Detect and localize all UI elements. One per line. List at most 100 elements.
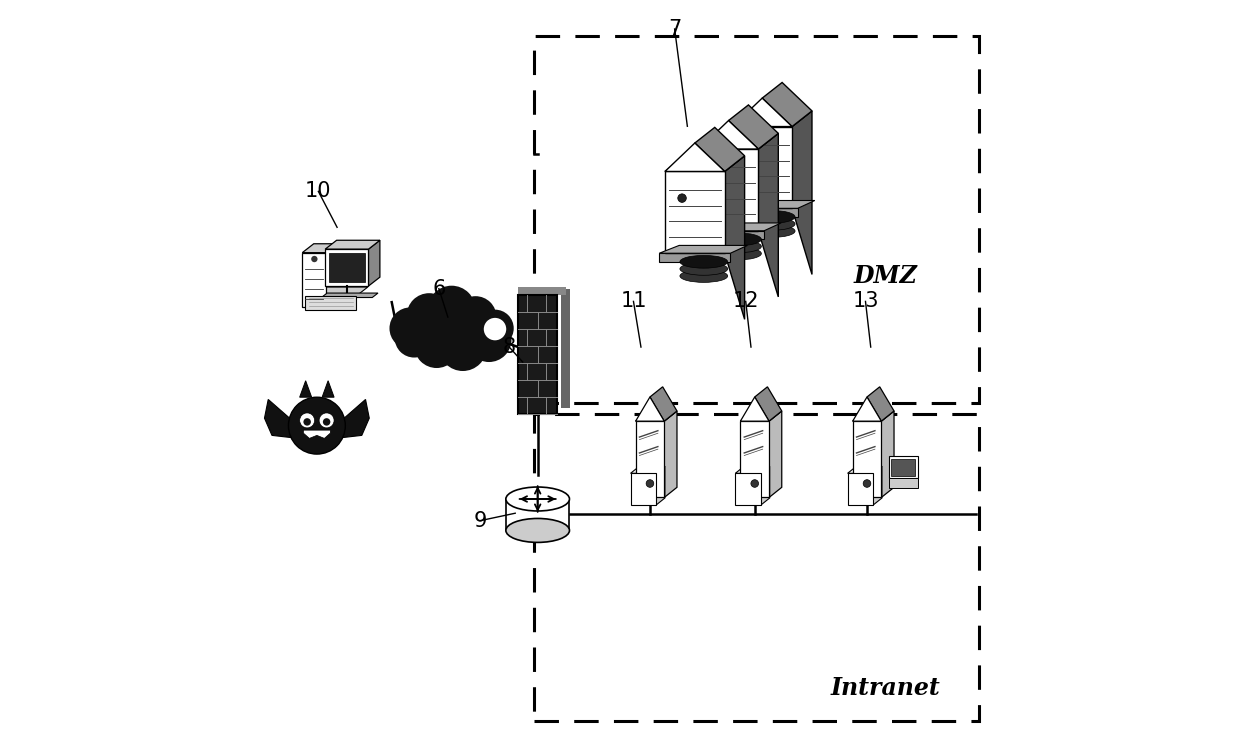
Polygon shape [759, 133, 779, 297]
Text: DMZ: DMZ [854, 264, 918, 288]
Polygon shape [630, 474, 656, 505]
Circle shape [394, 319, 434, 357]
Polygon shape [727, 208, 797, 217]
Polygon shape [321, 293, 378, 298]
Ellipse shape [713, 240, 761, 253]
Polygon shape [336, 400, 370, 438]
Polygon shape [693, 231, 764, 239]
Ellipse shape [713, 247, 761, 260]
Text: 6: 6 [433, 279, 445, 299]
Polygon shape [698, 133, 779, 149]
Polygon shape [740, 397, 769, 421]
Polygon shape [733, 98, 792, 127]
Polygon shape [848, 474, 873, 505]
Polygon shape [665, 411, 677, 498]
Bar [889, 479, 918, 488]
Polygon shape [300, 381, 311, 397]
Text: Intranet: Intranet [831, 676, 941, 700]
Ellipse shape [748, 210, 795, 223]
Circle shape [304, 418, 311, 426]
Text: 9: 9 [474, 510, 487, 531]
Circle shape [751, 480, 759, 487]
Polygon shape [665, 171, 724, 253]
Polygon shape [867, 387, 894, 421]
Bar [740, 421, 769, 498]
Circle shape [678, 194, 686, 202]
Bar [325, 249, 368, 286]
Polygon shape [792, 111, 812, 274]
Circle shape [863, 480, 870, 487]
Bar [305, 296, 356, 310]
Circle shape [311, 256, 317, 262]
Bar [534, 36, 980, 403]
Ellipse shape [680, 256, 728, 268]
Polygon shape [636, 411, 677, 421]
Ellipse shape [506, 487, 569, 511]
Ellipse shape [748, 225, 795, 238]
Text: 11: 11 [620, 291, 647, 311]
Polygon shape [724, 156, 744, 320]
Ellipse shape [748, 218, 795, 231]
Polygon shape [727, 201, 815, 208]
Text: 8: 8 [502, 337, 516, 357]
Polygon shape [660, 253, 730, 262]
Polygon shape [729, 105, 779, 149]
Polygon shape [735, 474, 761, 505]
Polygon shape [303, 244, 339, 253]
Text: 10: 10 [305, 182, 331, 201]
Text: 12: 12 [733, 291, 759, 311]
Polygon shape [325, 241, 379, 249]
Bar [853, 421, 882, 498]
Circle shape [484, 318, 506, 340]
Polygon shape [694, 127, 744, 171]
Circle shape [322, 418, 330, 426]
Circle shape [428, 286, 476, 333]
Circle shape [289, 397, 345, 454]
Circle shape [476, 310, 513, 347]
Polygon shape [326, 244, 339, 307]
Bar [518, 295, 557, 415]
Polygon shape [755, 387, 781, 421]
Polygon shape [650, 387, 677, 421]
Circle shape [712, 171, 720, 180]
Polygon shape [733, 127, 792, 208]
Ellipse shape [680, 270, 728, 283]
Bar [518, 287, 567, 295]
Circle shape [414, 323, 459, 368]
Ellipse shape [506, 519, 569, 542]
Polygon shape [882, 411, 894, 498]
Circle shape [745, 149, 754, 158]
Circle shape [389, 308, 432, 349]
Polygon shape [630, 466, 665, 474]
Polygon shape [305, 287, 368, 296]
Polygon shape [873, 466, 882, 505]
Ellipse shape [680, 262, 728, 275]
Polygon shape [740, 411, 781, 421]
Circle shape [300, 413, 315, 428]
Polygon shape [660, 245, 748, 253]
Polygon shape [763, 82, 812, 127]
Polygon shape [848, 466, 882, 474]
Polygon shape [506, 499, 569, 530]
Polygon shape [769, 411, 781, 498]
Polygon shape [636, 397, 665, 421]
Circle shape [407, 293, 451, 338]
Circle shape [455, 296, 496, 338]
Polygon shape [733, 111, 812, 127]
Circle shape [439, 323, 487, 371]
Circle shape [466, 317, 511, 362]
Polygon shape [304, 430, 330, 438]
Circle shape [422, 308, 479, 364]
Polygon shape [322, 381, 334, 397]
Bar [534, 415, 980, 722]
Polygon shape [656, 466, 665, 505]
Bar [892, 458, 915, 476]
Polygon shape [665, 156, 744, 171]
Circle shape [438, 300, 498, 360]
Polygon shape [368, 241, 379, 286]
Polygon shape [698, 121, 759, 149]
Text: 7: 7 [668, 19, 681, 39]
Polygon shape [735, 466, 770, 474]
Polygon shape [665, 143, 724, 171]
Bar [560, 289, 570, 409]
